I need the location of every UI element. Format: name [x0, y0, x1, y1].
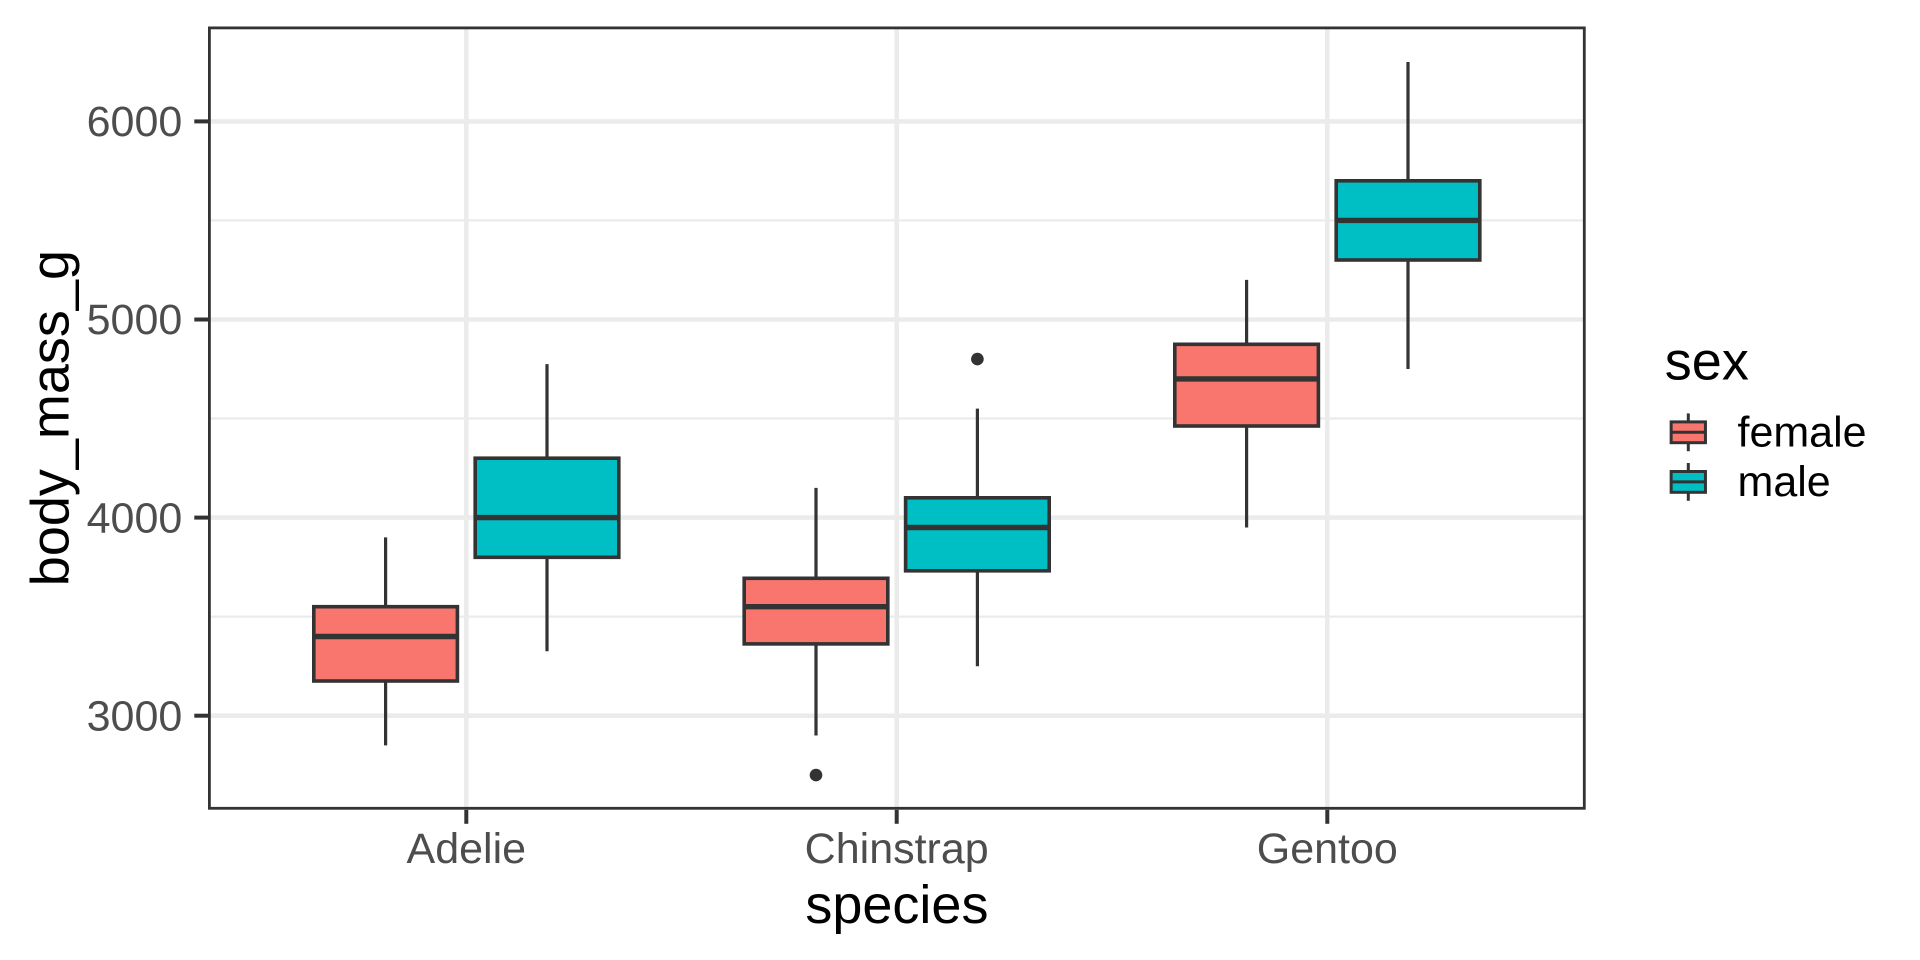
svg-text:Chinstrap: Chinstrap	[805, 825, 989, 873]
svg-text:sex: sex	[1665, 332, 1749, 392]
svg-text:5000: 5000	[87, 296, 183, 344]
svg-text:body_mass_g: body_mass_g	[21, 250, 81, 586]
svg-text:6000: 6000	[87, 98, 183, 146]
svg-text:Gentoo: Gentoo	[1257, 825, 1398, 873]
svg-text:4000: 4000	[87, 494, 183, 542]
svg-text:species: species	[805, 875, 988, 935]
svg-text:Adelie: Adelie	[407, 825, 527, 873]
svg-text:male: male	[1738, 458, 1831, 506]
svg-text:3000: 3000	[87, 692, 183, 740]
svg-text:female: female	[1738, 408, 1867, 456]
